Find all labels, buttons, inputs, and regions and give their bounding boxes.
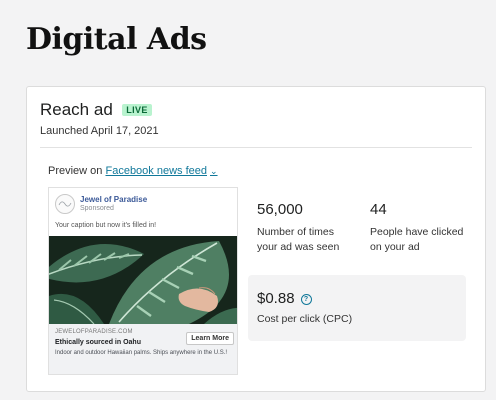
ad-image (49, 236, 237, 324)
impressions-stat: 56,000 Number of times your ad was seen (257, 201, 347, 255)
clicks-value: 44 (370, 201, 387, 218)
ad-preview: Jewel of Paradise Sponsored Your caption… (48, 187, 238, 375)
palm-leaves-image (49, 236, 237, 324)
ad-card: Reach ad LIVE Launched April 17, 2021 Pr… (26, 86, 486, 392)
page-title: Digital Ads (26, 22, 207, 57)
post-description: Indoor and outdoor Hawaiian palms. Ships… (55, 350, 228, 356)
post-headline: Ethically sourced in Oahu (55, 339, 141, 346)
cpc-stat: $0.88? Cost per click (CPC) (248, 275, 466, 341)
impressions-value: 56,000 (257, 201, 303, 218)
sponsored-label: Sponsored (80, 205, 114, 212)
help-icon[interactable]: ? (300, 294, 312, 305)
ad-header: Reach ad LIVE (40, 100, 152, 120)
cpc-value-row: $0.88? (257, 290, 312, 307)
placement-dropdown-label: Facebook news feed (105, 165, 207, 177)
post-domain: JEWELOFPARADISE.COM (55, 329, 133, 335)
post-footer: JEWELOFPARADISE.COM Ethically sourced in… (49, 324, 237, 374)
placement-dropdown[interactable]: Facebook news feed ⌄ (105, 165, 217, 177)
clicks-label: People have clicked on your ad (370, 226, 464, 253)
logo-icon (58, 201, 72, 207)
status-badge: LIVE (122, 104, 152, 116)
impressions-label: Number of times your ad was seen (257, 226, 340, 253)
page-avatar (55, 194, 75, 214)
divider (40, 147, 472, 148)
post-page-name[interactable]: Jewel of Paradise (80, 195, 148, 204)
preview-selector: Preview on Facebook news feed ⌄ (48, 165, 218, 177)
cpc-value: $0.88 (257, 290, 295, 307)
clicks-stat: 44 People have clicked on your ad (370, 201, 470, 255)
preview-label: Preview on (48, 165, 103, 177)
learn-more-button[interactable]: Learn More (186, 332, 234, 345)
post-caption: Your caption but now it's filled in! (55, 222, 157, 229)
chevron-down-icon: ⌄ (210, 166, 218, 176)
cpc-label: Cost per click (CPC) (257, 313, 353, 325)
ad-name: Reach ad (40, 100, 113, 119)
launch-date: Launched April 17, 2021 (40, 125, 159, 137)
